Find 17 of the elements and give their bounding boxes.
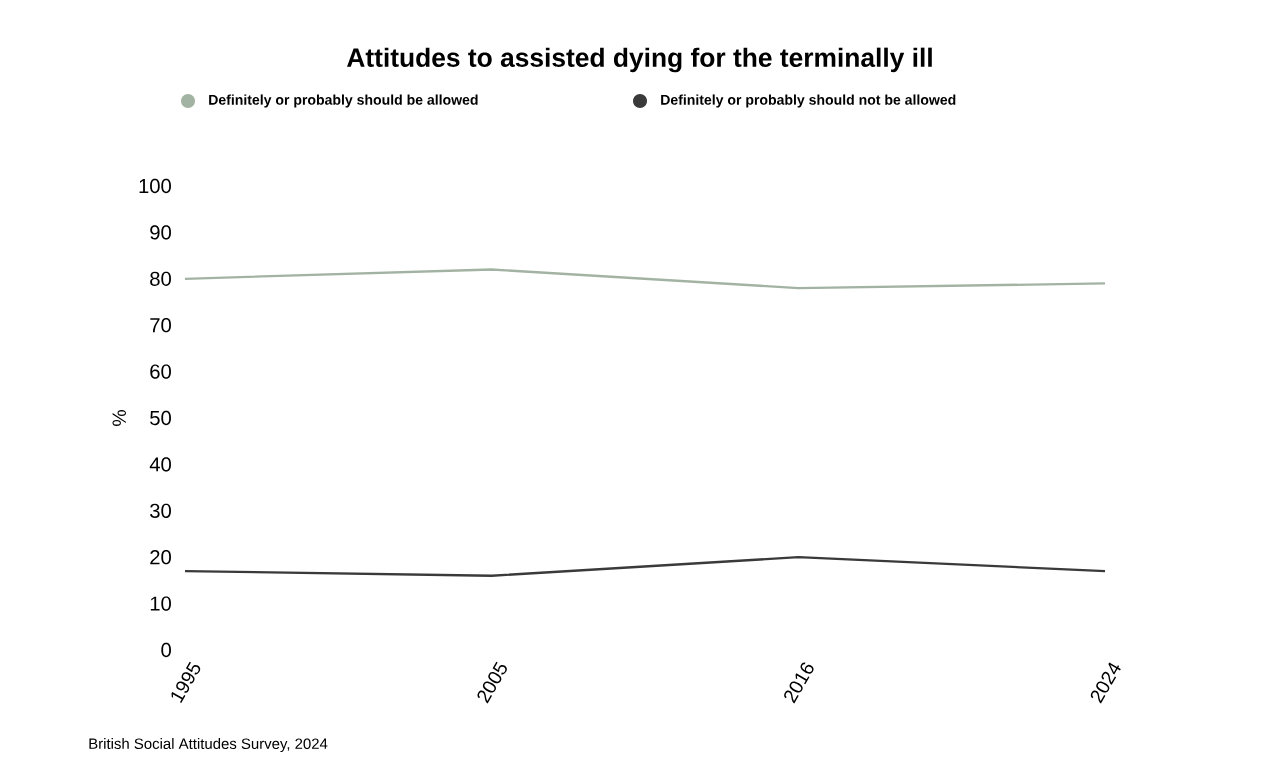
y-tick-label: 0 [161, 642, 171, 658]
line-series [183, 268, 1107, 290]
text: British Social Attitudes Survey, 2024 [89, 738, 328, 753]
y-tick-label: 20 [150, 550, 171, 565]
y-axis-title: % [112, 410, 126, 426]
chart-title: Attitudes to assisted dying for the terminally ill [347, 47, 932, 73]
legend-label: Definitely or probably should not be allowed [661, 94, 956, 108]
y-tick-label: 70 [150, 318, 171, 333]
y-tick-label: 30 [150, 503, 171, 519]
y-tick-label: 60 [150, 364, 171, 379]
y-tick-label: 90 [150, 225, 171, 240]
y-tick-label: 10 [150, 596, 171, 611]
legend-label: Definitely or probably should be allowed [209, 94, 478, 108]
y-tick-label: 80 [150, 271, 171, 287]
y-tick-label: 40 [149, 457, 171, 472]
y-tick-label: 50 [150, 410, 171, 426]
y-tick-label: 100 [139, 178, 171, 194]
